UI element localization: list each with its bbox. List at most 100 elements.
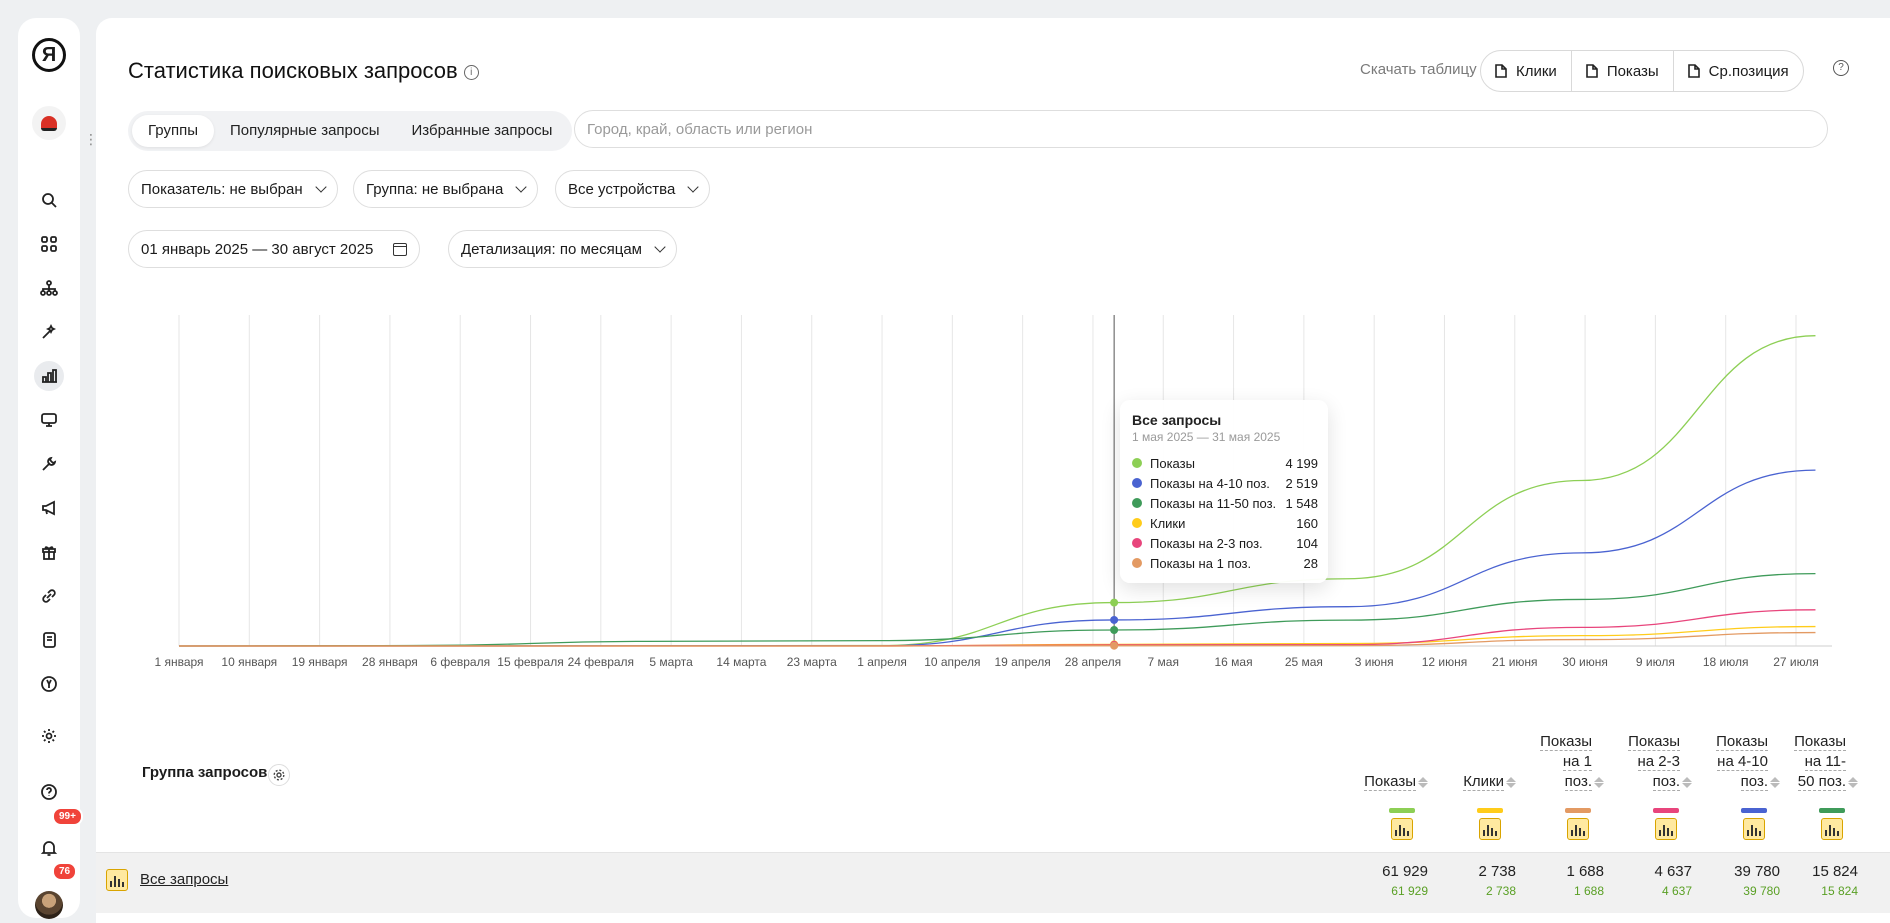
tooltip-row: Показы на 2-3 поз. 104 <box>1132 533 1318 553</box>
sort-icon[interactable] <box>1418 776 1428 788</box>
sort-icon[interactable] <box>1682 776 1692 788</box>
monitor-icon[interactable] <box>34 405 64 435</box>
chart-toggle-icon[interactable] <box>1821 818 1843 840</box>
table-row[interactable]: Все запросы 61 929 61 929 2 738 2 738 1 688 1… <box>96 852 1890 913</box>
chart-toggle-icon[interactable] <box>1655 818 1677 840</box>
chart-toggle-icon[interactable] <box>1479 818 1501 840</box>
indicator-select[interactable]: Показатель: не выбран <box>128 170 338 208</box>
calendar-icon <box>393 242 408 256</box>
sort-icon[interactable] <box>1506 776 1516 788</box>
x-tick-label: 28 апреля <box>1065 655 1121 669</box>
wrench-icon[interactable] <box>34 449 64 479</box>
sort-icon[interactable] <box>1594 776 1604 788</box>
search-icon[interactable] <box>34 185 64 215</box>
series-color-swatch <box>1741 808 1767 813</box>
download-label: Скачать таблицу <box>1360 61 1477 78</box>
main-panel: Статистика поисковых запросов i Скачать т… <box>96 18 1890 923</box>
column-header[interactable]: Показы на 11- 50 поз. <box>1794 732 1858 792</box>
tab-groups[interactable]: Группы <box>132 115 214 147</box>
x-tick-label: 19 апреля <box>994 655 1050 669</box>
tooltip-series-name: Показы на 2-3 поз. <box>1150 535 1263 551</box>
row-label-link[interactable]: Все запросы <box>140 871 229 888</box>
x-tick-label: 25 мая <box>1285 655 1323 669</box>
x-tick-label: 15 февраля <box>497 655 563 669</box>
row-chart-toggle-icon[interactable] <box>106 869 128 891</box>
line-chart[interactable]: 1 января 10 января 19 января 28 января 6 фев… <box>96 18 1890 718</box>
column-header-text: Показы <box>1364 772 1428 792</box>
date-range-picker[interactable]: 01 январь 2025 — 30 август 2025 <box>128 230 421 268</box>
help-icon[interactable]: ? <box>1833 60 1849 76</box>
region-search-input[interactable] <box>574 110 1828 148</box>
series-color-swatch <box>1477 808 1503 813</box>
info-icon[interactable]: i <box>463 65 479 80</box>
tooltip-row: Показы на 1 поз. 28 <box>1132 553 1318 573</box>
tab-favorites[interactable]: Избранные запросы <box>411 122 553 139</box>
x-tick-label: 14 марта <box>716 655 766 669</box>
chart-toggle-icon[interactable] <box>1391 818 1413 840</box>
apps-icon[interactable] <box>34 229 64 259</box>
book-icon[interactable] <box>34 625 64 655</box>
megaphone-icon[interactable] <box>34 493 64 523</box>
tab-popular[interactable]: Популярные запросы <box>229 122 380 139</box>
cell-sub-value: 1 688 <box>1573 884 1604 898</box>
yandex-logo[interactable]: Я <box>32 38 66 72</box>
gift-icon[interactable] <box>34 537 64 567</box>
hover-point <box>1110 598 1119 607</box>
sort-icon[interactable] <box>1848 776 1858 788</box>
hover-point <box>1110 641 1119 650</box>
series-color-dot <box>1132 518 1142 528</box>
table-cell: 15 824 15 824 <box>1768 863 1858 898</box>
column-header[interactable]: Показы на 4-10 поз. <box>1716 732 1780 792</box>
x-tick-label: 23 марта <box>787 655 837 669</box>
hat-icon <box>41 115 57 131</box>
avatar-badge: 76 <box>52 862 78 881</box>
avatar[interactable] <box>35 891 63 919</box>
file-icon <box>1495 64 1507 78</box>
tooltip-row: Клики 160 <box>1132 513 1318 533</box>
table-cell: 61 929 61 929 <box>1338 863 1428 898</box>
tooltip-row: Показы 4 199 <box>1132 453 1318 473</box>
column-header[interactable]: Клики <box>1463 772 1516 792</box>
download-clicks-label: Клики <box>1516 62 1557 80</box>
cell-value: 2 738 <box>1478 863 1516 880</box>
column-header[interactable]: Показы на 2-3 поз. <box>1628 732 1692 792</box>
bell-icon[interactable] <box>34 833 64 863</box>
detail-select[interactable]: Детализация: по месяцам <box>448 230 677 268</box>
download-clicks-button[interactable]: Клики <box>1481 51 1572 91</box>
download-position-button[interactable]: Ср.позиция <box>1674 51 1803 91</box>
download-group: Клики Показы Ср.позиция <box>1480 50 1804 92</box>
tooltip-series-name: Показы <box>1150 455 1195 471</box>
x-tick-label: 19 января <box>292 655 348 669</box>
link-icon[interactable] <box>34 581 64 611</box>
cell-sub-value: 61 929 <box>1391 884 1428 898</box>
x-tick-label: 7 мая <box>1148 655 1179 669</box>
cell-value: 15 824 <box>1812 863 1858 880</box>
download-shows-button[interactable]: Показы <box>1572 51 1674 91</box>
site-avatar[interactable] <box>32 106 66 140</box>
x-tick-label: 6 февраля <box>430 655 490 669</box>
tooltip-series-name: Клики <box>1150 515 1186 531</box>
tooltip-period: 1 мая 2025 — 31 мая 2025 <box>1132 430 1281 444</box>
group-select[interactable]: Группа: не выбрана <box>353 170 539 208</box>
table-settings-button[interactable] <box>268 764 290 786</box>
file-icon <box>1586 64 1598 78</box>
sitemap-icon[interactable] <box>34 273 64 303</box>
download-shows-label: Показы <box>1606 62 1659 80</box>
help-icon[interactable] <box>34 777 64 807</box>
x-tick-label: 1 января <box>154 655 203 669</box>
cell-sub-value: 39 780 <box>1743 884 1780 898</box>
column-header[interactable]: Показы <box>1364 772 1428 792</box>
devices-select[interactable]: Все устройства <box>555 170 711 208</box>
column-header[interactable]: Показы на 1 поз. <box>1540 732 1604 792</box>
magic-icon[interactable] <box>34 317 64 347</box>
x-tick-label: 21 июня <box>1492 655 1538 669</box>
bar-chart-icon[interactable] <box>34 361 64 391</box>
yandex-circle-icon[interactable] <box>34 669 64 699</box>
x-tick-label: 18 июля <box>1703 655 1749 669</box>
tooltip-series-name: Показы на 11-50 поз. <box>1150 495 1277 511</box>
sort-icon[interactable] <box>1770 776 1780 788</box>
chart-toggle-icon[interactable] <box>1743 818 1765 840</box>
chart-toggle-icon[interactable] <box>1567 818 1589 840</box>
tooltip-series-value: 1 548 <box>1285 495 1318 511</box>
gear-icon[interactable] <box>34 721 64 751</box>
